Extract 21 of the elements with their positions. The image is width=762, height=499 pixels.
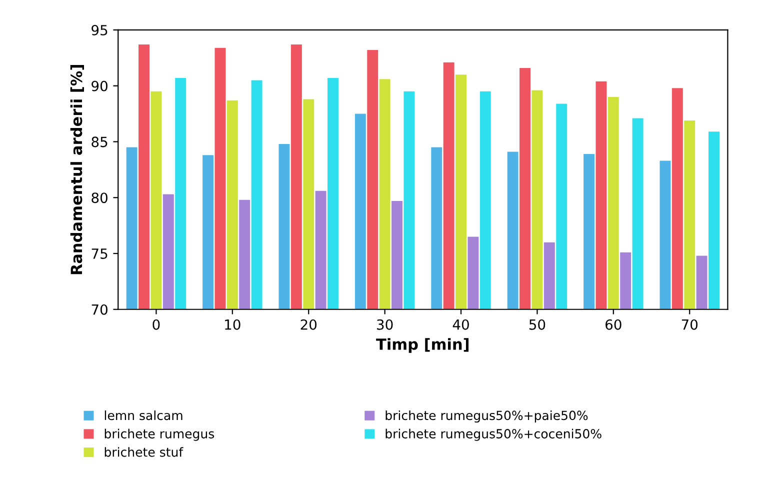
x-tick-label: 20	[300, 319, 317, 330]
y-axis-title: Randamentul arderii [%]	[70, 65, 84, 274]
x-tick-label: 30	[377, 319, 393, 330]
y-tick-label: 85	[92, 136, 108, 148]
x-tick-label: 0	[152, 319, 160, 330]
x-tick-label: 70	[682, 319, 698, 330]
y-tick-label: 80	[92, 192, 108, 204]
x-axis-title: Timp [min]	[376, 338, 469, 353]
y-tick-label: 95	[92, 24, 108, 36]
x-tick-label: 40	[452, 319, 469, 330]
legend-label: brichete rumegus50%+paie50%	[386, 410, 588, 423]
y-tick-label: 90	[92, 80, 108, 92]
y-tick-label: 75	[92, 248, 108, 259]
legend-label: lemn salcam	[104, 410, 182, 420]
legend-label: brichete stuf	[104, 447, 184, 457]
x-tick-label: 60	[606, 319, 622, 330]
y-tick-label: 70	[92, 304, 108, 315]
legend-label: brichete rumegus50%+coceni50%	[386, 428, 602, 441]
x-tick-label: 10	[225, 319, 240, 330]
x-tick-label: 50	[529, 319, 546, 330]
legend-label: brichete rumegus	[104, 428, 214, 441]
